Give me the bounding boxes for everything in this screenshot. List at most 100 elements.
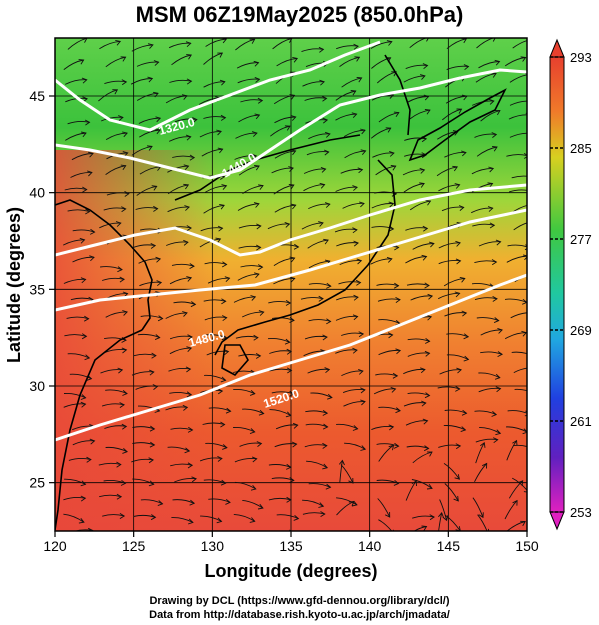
colorbar-bottom-arrow xyxy=(549,511,565,531)
streamline-arrowhead xyxy=(78,518,85,524)
streamline-arrowhead xyxy=(149,369,155,376)
streamline-arrowhead xyxy=(189,154,196,161)
streamline-arrowhead xyxy=(189,263,195,269)
streamline xyxy=(508,480,523,499)
x-tick-label: 125 xyxy=(122,538,146,554)
streamline-arrowhead xyxy=(186,225,192,232)
streamline-arrowhead xyxy=(424,282,430,289)
streamline-arrowhead xyxy=(322,334,328,341)
streamline xyxy=(67,120,90,125)
streamline-arrowhead xyxy=(426,451,433,457)
streamline xyxy=(376,443,399,447)
streamline-arrowhead xyxy=(191,476,197,483)
streamline xyxy=(233,388,255,395)
streamline-arrowhead xyxy=(221,184,228,190)
streamline xyxy=(378,112,399,123)
streamline-arrowhead xyxy=(122,447,128,454)
streamline xyxy=(438,512,443,531)
streamline-arrowhead xyxy=(388,424,395,431)
streamline-arrowhead xyxy=(322,463,329,470)
streamline-arrowhead xyxy=(351,500,358,507)
streamline-arrowhead xyxy=(122,131,128,138)
streamline xyxy=(105,446,128,453)
streamline-arrowhead xyxy=(459,276,466,283)
streamline-arrowhead xyxy=(320,166,327,173)
colorbar-scale xyxy=(549,56,565,513)
streamline xyxy=(376,479,399,484)
streamline xyxy=(199,130,222,138)
streamline-arrowhead xyxy=(338,459,345,466)
streamline xyxy=(203,299,226,302)
streamline xyxy=(205,185,227,193)
streamline-arrowhead xyxy=(115,221,122,227)
streamline-arrowhead xyxy=(531,366,536,371)
y-axis-label: Latitude (degrees) xyxy=(4,207,24,363)
streamline-arrowhead xyxy=(225,498,231,505)
streamline-arrowhead xyxy=(223,349,230,356)
streamline-arrowhead xyxy=(461,94,468,101)
y-tick-label: 30 xyxy=(29,378,45,394)
streamline xyxy=(471,282,494,288)
streamline xyxy=(174,477,197,483)
streamline-arrowhead xyxy=(354,56,361,62)
streamline xyxy=(403,368,425,375)
streamline xyxy=(444,151,466,158)
streamline-arrowhead xyxy=(487,206,494,212)
streamline-arrowhead xyxy=(454,291,461,298)
streamline-arrowhead xyxy=(221,298,227,305)
streamline xyxy=(410,295,433,301)
streamline xyxy=(411,479,433,489)
x-tick-label: 120 xyxy=(43,538,67,554)
streamline-arrowhead xyxy=(455,385,461,392)
streamline xyxy=(403,402,426,407)
streamline xyxy=(378,349,401,356)
streamline-arrowhead xyxy=(81,131,87,138)
streamline-arrowhead xyxy=(463,64,470,71)
colorbar-label: 253 xyxy=(570,505,592,520)
streamline xyxy=(413,526,427,531)
streamline xyxy=(338,532,357,544)
streamline-arrowhead xyxy=(219,203,225,210)
streamline xyxy=(474,463,488,483)
streamline xyxy=(443,463,460,480)
streamline-arrowhead xyxy=(220,114,227,121)
streamline xyxy=(233,513,255,522)
streamline xyxy=(437,292,460,300)
streamline-arrowhead xyxy=(422,418,429,425)
streamline xyxy=(306,460,328,469)
streamline-arrowhead xyxy=(352,227,358,234)
streamline-arrowhead xyxy=(254,164,260,171)
streamline xyxy=(339,260,362,266)
streamline xyxy=(135,207,158,210)
streamline xyxy=(63,496,86,501)
streamline-arrowhead xyxy=(116,493,123,500)
streamline-arrowhead xyxy=(119,402,125,408)
streamline-arrowhead xyxy=(350,90,357,96)
streamline xyxy=(444,483,459,502)
streamline xyxy=(378,319,401,324)
streamline xyxy=(475,442,485,464)
streamline xyxy=(269,368,292,372)
streamline-arrowhead xyxy=(429,514,435,521)
streamline-arrowhead xyxy=(254,532,258,537)
streamline-arrowhead xyxy=(318,502,325,508)
streamline xyxy=(334,228,357,233)
streamline-arrowhead xyxy=(118,115,124,121)
streamline xyxy=(308,203,330,210)
x-tick-label: 130 xyxy=(201,538,225,554)
streamline-arrowhead xyxy=(292,422,299,429)
streamline xyxy=(274,150,296,159)
streamline-arrowhead xyxy=(187,426,194,433)
streamline xyxy=(234,155,257,160)
streamline xyxy=(336,45,359,50)
streamline xyxy=(335,90,356,101)
streamline-arrowhead xyxy=(186,78,193,85)
streamline-arrowhead xyxy=(258,310,265,316)
streamline-arrowhead xyxy=(288,183,295,190)
streamline xyxy=(200,515,222,522)
streamline-arrowhead xyxy=(256,441,263,447)
streamline-arrowhead xyxy=(289,317,295,324)
streamline-arrowhead xyxy=(119,513,126,519)
streamline-arrowhead xyxy=(529,353,534,358)
streamline xyxy=(404,137,427,141)
